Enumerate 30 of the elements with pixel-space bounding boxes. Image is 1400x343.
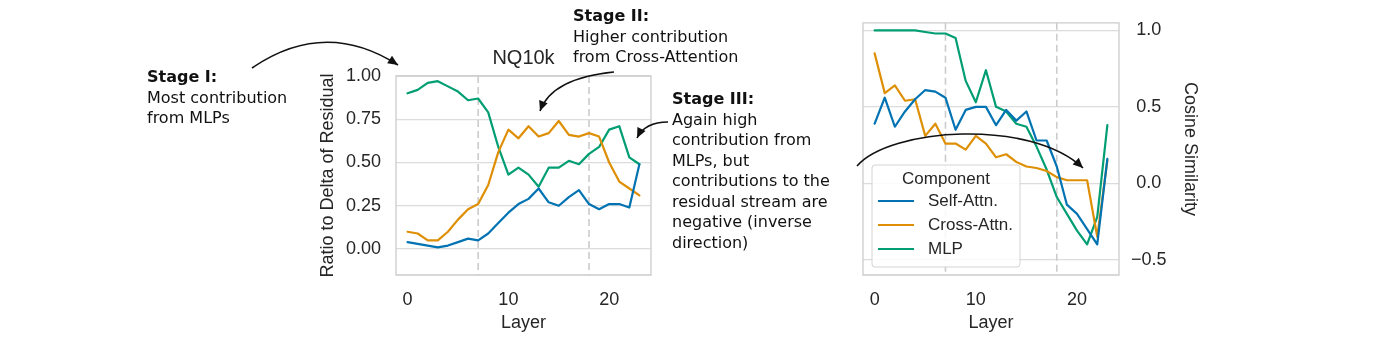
- chart-title: NQ10k: [492, 45, 556, 68]
- legend-title: Component: [902, 168, 991, 188]
- text: Higher contribution from Cross-Attention: [573, 26, 739, 66]
- y2-tick-label: −0.5: [1130, 248, 1167, 269]
- x-tick-label: 10: [498, 288, 519, 309]
- text: Stage II:: [573, 6, 651, 27]
- legend-label: Self-Attn.: [928, 190, 998, 210]
- y2-axis-title: Cosine Similarity: [1181, 81, 1202, 216]
- text: Stage III:: [672, 89, 756, 110]
- y-tick-label: 0.00: [345, 238, 381, 259]
- x-tick-label: 20: [1066, 288, 1088, 309]
- text: Stage I:: [147, 67, 219, 88]
- x-axis-title: Layer: [500, 312, 547, 333]
- y-tick-label: 0.75: [345, 108, 381, 129]
- y-tick-label: 0.25: [345, 194, 381, 215]
- y2-tick-label: 0.5: [1136, 95, 1162, 116]
- y2-tick-label: 0.0: [1136, 172, 1162, 193]
- y2-tick-label: 1.0: [1136, 19, 1162, 40]
- y-tick-label: 0.50: [345, 151, 381, 172]
- y-axis-title: Ratio to Delta of Residual: [316, 73, 337, 278]
- text: Again high contribution from MLPs, but contributions to the residual stream are negative (inverse direction): [672, 109, 830, 252]
- legend-label: MLP: [928, 238, 963, 258]
- x-tick-label: 0: [869, 288, 880, 309]
- legend-label: Cross-Attn.: [928, 214, 1014, 234]
- x-tick-label: 0: [402, 288, 413, 309]
- x-tick-label: 20: [599, 288, 620, 309]
- text: Most contribution from MLPs: [147, 87, 288, 127]
- x-axis-title: Layer: [968, 312, 1014, 333]
- x-tick-label: 10: [965, 288, 986, 309]
- y-tick-label: 1.00: [345, 64, 381, 85]
